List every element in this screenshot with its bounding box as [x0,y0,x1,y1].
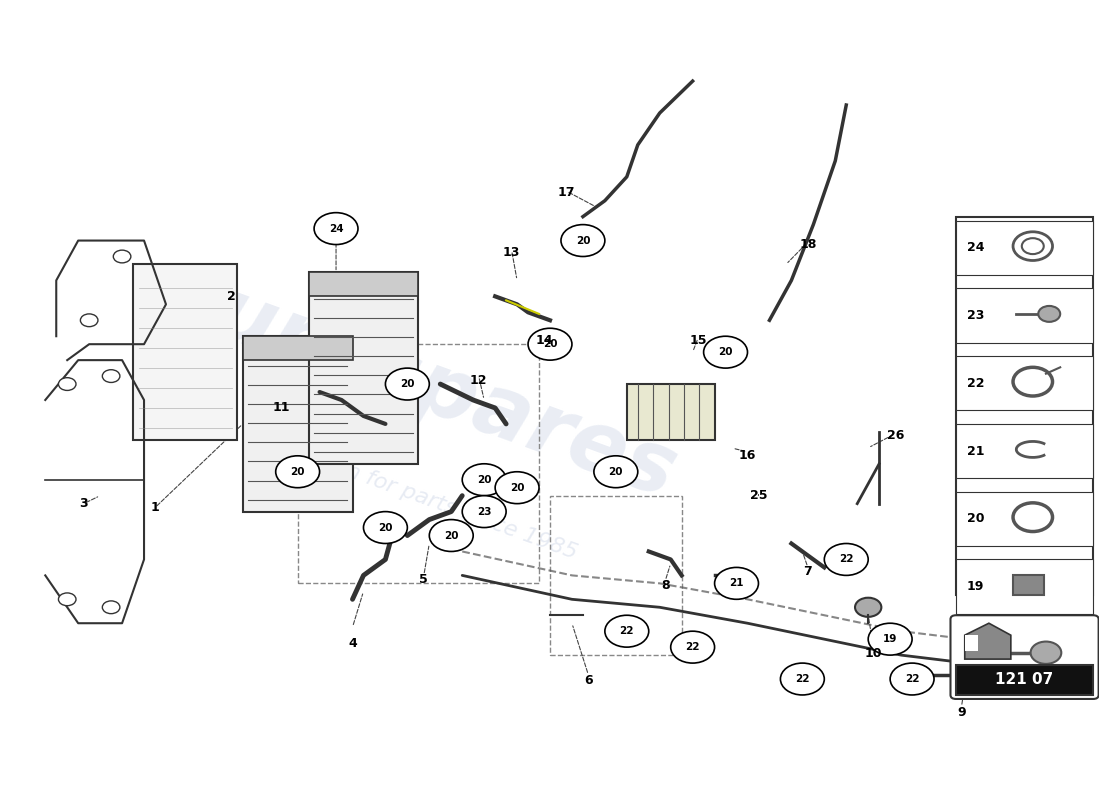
Text: 14: 14 [536,334,553,346]
Text: 4: 4 [348,637,356,650]
Circle shape [462,464,506,496]
Text: 22: 22 [967,377,984,390]
Text: 19: 19 [967,580,984,593]
Text: 20: 20 [542,339,558,349]
Circle shape [315,213,358,245]
Circle shape [704,336,748,368]
Circle shape [890,663,934,695]
Circle shape [824,543,868,575]
Circle shape [868,623,912,655]
Text: 5: 5 [419,573,428,586]
Text: 10: 10 [967,648,984,661]
Circle shape [561,225,605,257]
Text: 2: 2 [228,290,236,303]
Text: 20: 20 [718,347,733,357]
Text: 20: 20 [477,474,492,485]
Bar [243,336,352,360]
Text: 22: 22 [905,674,920,684]
Text: 17: 17 [558,186,575,199]
Text: 13: 13 [503,246,520,259]
Bar [956,492,1093,546]
FancyBboxPatch shape [1013,575,1044,594]
FancyBboxPatch shape [956,217,1093,595]
FancyBboxPatch shape [950,615,1099,699]
FancyBboxPatch shape [309,273,418,464]
Text: 20: 20 [509,482,525,493]
Text: 20: 20 [967,512,984,526]
Text: 24: 24 [329,223,343,234]
FancyBboxPatch shape [879,631,895,647]
Text: 20: 20 [608,466,623,477]
Text: a passion for parts since 1985: a passion for parts since 1985 [257,429,580,562]
Text: 16: 16 [739,450,756,462]
Circle shape [58,593,76,606]
Text: 26: 26 [887,430,904,442]
FancyBboxPatch shape [133,265,238,440]
Polygon shape [965,635,978,651]
Text: 20: 20 [444,530,459,541]
Text: 23: 23 [477,506,492,517]
Text: 7: 7 [803,565,812,578]
Circle shape [385,368,429,400]
Circle shape [363,512,407,543]
Text: 18: 18 [800,238,816,251]
Text: 21: 21 [967,445,984,458]
Bar [956,424,1093,478]
Text: 11: 11 [273,402,290,414]
Circle shape [102,370,120,382]
Bar [956,559,1093,614]
Bar [956,665,1093,695]
Text: 24: 24 [967,242,984,254]
Circle shape [102,601,120,614]
Text: 3: 3 [79,497,88,510]
Text: eurospares: eurospares [148,252,689,516]
Text: 9: 9 [957,706,966,719]
Bar [309,273,418,296]
Circle shape [671,631,715,663]
Text: 12: 12 [470,374,487,386]
Circle shape [605,615,649,647]
Circle shape [80,314,98,326]
FancyBboxPatch shape [243,336,352,512]
Text: 25: 25 [750,489,767,502]
Text: 121 07: 121 07 [996,672,1054,687]
Text: 15: 15 [690,334,707,346]
FancyBboxPatch shape [627,384,715,440]
Bar [956,288,1093,342]
Text: 8: 8 [661,579,670,592]
Text: 1: 1 [151,501,160,514]
Text: 22: 22 [619,626,634,636]
Circle shape [276,456,320,488]
Circle shape [855,598,881,617]
Circle shape [528,328,572,360]
Circle shape [1031,642,1062,664]
Text: 22: 22 [685,642,700,652]
Text: 6: 6 [584,674,593,687]
Bar [956,627,1093,682]
Circle shape [113,250,131,263]
Text: 20: 20 [290,466,305,477]
Circle shape [715,567,759,599]
Text: 10: 10 [865,647,882,660]
Circle shape [1038,306,1060,322]
Text: 20: 20 [378,522,393,533]
Bar [956,356,1093,410]
Text: 21: 21 [729,578,744,588]
Circle shape [429,519,473,551]
Circle shape [462,496,506,527]
Text: 23: 23 [967,309,984,322]
Text: 19: 19 [883,634,898,644]
Circle shape [780,663,824,695]
Text: 20: 20 [400,379,415,389]
Polygon shape [965,623,1011,659]
Bar [956,221,1093,275]
Circle shape [594,456,638,488]
Text: 20: 20 [575,235,591,246]
Text: 22: 22 [839,554,854,565]
Circle shape [58,378,76,390]
Text: 22: 22 [795,674,810,684]
Circle shape [495,472,539,504]
